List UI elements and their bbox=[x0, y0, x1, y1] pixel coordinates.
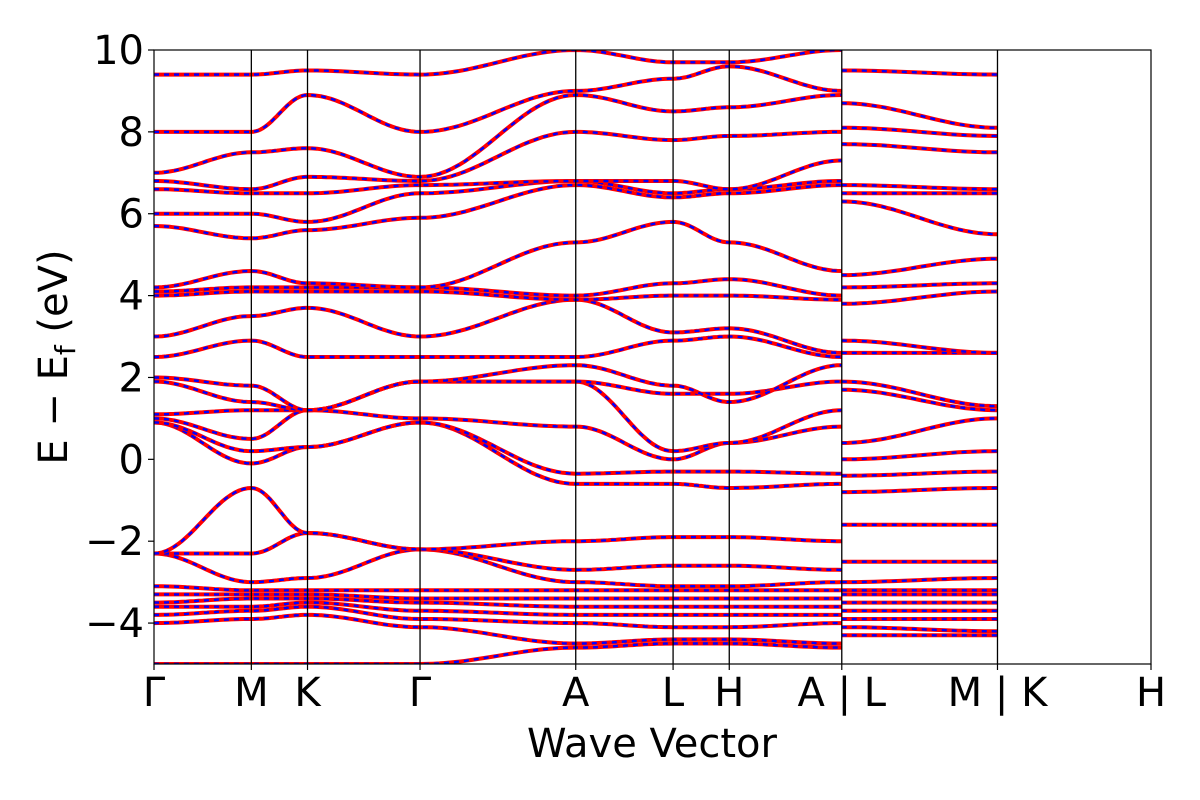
y-axis-label-unit: (eV) bbox=[31, 249, 77, 345]
band-17-blue bbox=[154, 298, 998, 355]
band-0-blue bbox=[154, 634, 998, 664]
band-9-blue bbox=[154, 486, 998, 555]
x-tick-label: H bbox=[1136, 670, 1166, 716]
kpoint-lines bbox=[250, 50, 999, 664]
y-tick-label: 6 bbox=[119, 192, 144, 238]
band-2-red bbox=[154, 604, 998, 630]
band-18-blue bbox=[154, 290, 998, 305]
band-4-blue bbox=[154, 597, 998, 608]
band-5-blue bbox=[154, 593, 998, 600]
y-axis-ticks: −4 −2 0 2 4 6 8 10 bbox=[85, 28, 154, 647]
y-axis-label-sub: f bbox=[49, 344, 82, 355]
x-tick-label: M bbox=[234, 670, 269, 716]
y-tick-label: 0 bbox=[119, 437, 144, 483]
y-tick-label: −2 bbox=[85, 519, 144, 565]
y-axis-label-main: E − E bbox=[31, 355, 77, 465]
band-6-blue bbox=[154, 585, 998, 592]
x-axis-label: Wave Vector bbox=[527, 721, 778, 767]
band-25-blue bbox=[154, 93, 998, 179]
band-16-blue bbox=[154, 335, 998, 359]
x-tick-label: H bbox=[714, 670, 744, 716]
plot-frame bbox=[153, 49, 1152, 665]
band-7-blue bbox=[154, 548, 998, 588]
x-tick-label: Γ bbox=[409, 670, 432, 716]
band-23-blue bbox=[154, 159, 998, 195]
band-19-blue bbox=[154, 278, 998, 297]
x-tick-label: A bbox=[562, 670, 590, 716]
y-tick-label: −4 bbox=[85, 601, 144, 647]
band-11-blue bbox=[154, 421, 998, 477]
x-tick-label: Γ bbox=[143, 670, 166, 716]
x-tick-label: L bbox=[662, 670, 685, 716]
band-3-blue bbox=[154, 601, 998, 617]
x-tick-label: M | K bbox=[948, 670, 1049, 716]
band-13-blue bbox=[154, 380, 998, 453]
band-20-blue bbox=[154, 220, 998, 289]
band-1-red bbox=[154, 612, 998, 646]
band-27-red bbox=[154, 50, 998, 77]
band-8-blue bbox=[154, 531, 998, 572]
y-axis-label: E − Ef (eV) bbox=[31, 249, 82, 464]
x-tick-label: A | L bbox=[797, 670, 886, 716]
band-24-blue bbox=[154, 130, 998, 191]
bands-layer bbox=[154, 50, 998, 664]
x-tick-label: K bbox=[294, 670, 322, 716]
band-14-blue bbox=[154, 380, 998, 412]
y-tick-label: 2 bbox=[119, 355, 144, 401]
y-tick-label: 10 bbox=[93, 28, 144, 74]
y-tick-label: 8 bbox=[119, 110, 144, 156]
band-26-blue bbox=[154, 65, 998, 134]
band-15-blue bbox=[154, 364, 998, 412]
band-21-blue bbox=[154, 183, 998, 240]
band-10-red bbox=[154, 420, 998, 495]
y-tick-label: 4 bbox=[119, 274, 144, 320]
